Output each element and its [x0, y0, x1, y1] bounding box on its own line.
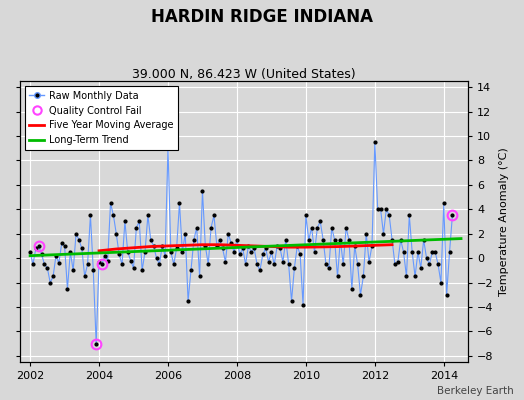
Title: 39.000 N, 86.423 W (United States): 39.000 N, 86.423 W (United States) — [132, 68, 356, 81]
Y-axis label: Temperature Anomaly (°C): Temperature Anomaly (°C) — [499, 147, 509, 296]
Text: HARDIN RIDGE INDIANA: HARDIN RIDGE INDIANA — [151, 8, 373, 26]
Legend: Raw Monthly Data, Quality Control Fail, Five Year Moving Average, Long-Term Tren: Raw Monthly Data, Quality Control Fail, … — [25, 86, 178, 150]
Text: Berkeley Earth: Berkeley Earth — [437, 386, 514, 396]
